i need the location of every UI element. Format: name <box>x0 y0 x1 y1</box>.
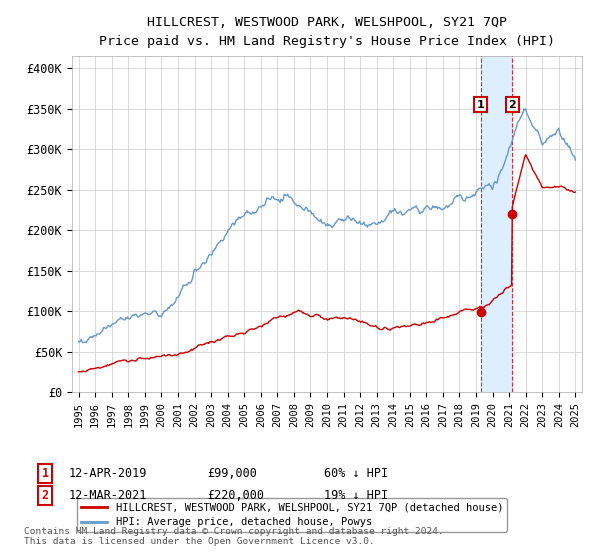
Text: £220,000: £220,000 <box>207 489 264 502</box>
Text: Contains HM Land Registry data © Crown copyright and database right 2024.
This d: Contains HM Land Registry data © Crown c… <box>24 526 444 546</box>
Text: 12-MAR-2021: 12-MAR-2021 <box>69 489 148 502</box>
Text: 12-APR-2019: 12-APR-2019 <box>69 466 148 480</box>
Title: HILLCREST, WESTWOOD PARK, WELSHPOOL, SY21 7QP
Price paid vs. HM Land Registry's : HILLCREST, WESTWOOD PARK, WELSHPOOL, SY2… <box>99 16 555 48</box>
Text: 19% ↓ HPI: 19% ↓ HPI <box>324 489 388 502</box>
Text: £99,000: £99,000 <box>207 466 257 480</box>
Bar <box>481 56 512 392</box>
Text: 1: 1 <box>477 100 485 110</box>
Text: 60% ↓ HPI: 60% ↓ HPI <box>324 466 388 480</box>
Text: 2: 2 <box>41 489 49 502</box>
Legend: HILLCREST, WESTWOOD PARK, WELSHPOOL, SY21 7QP (detached house), HPI: Average pri: HILLCREST, WESTWOOD PARK, WELSHPOOL, SY2… <box>77 498 508 531</box>
Text: 2: 2 <box>508 100 516 110</box>
Text: 1: 1 <box>41 466 49 480</box>
